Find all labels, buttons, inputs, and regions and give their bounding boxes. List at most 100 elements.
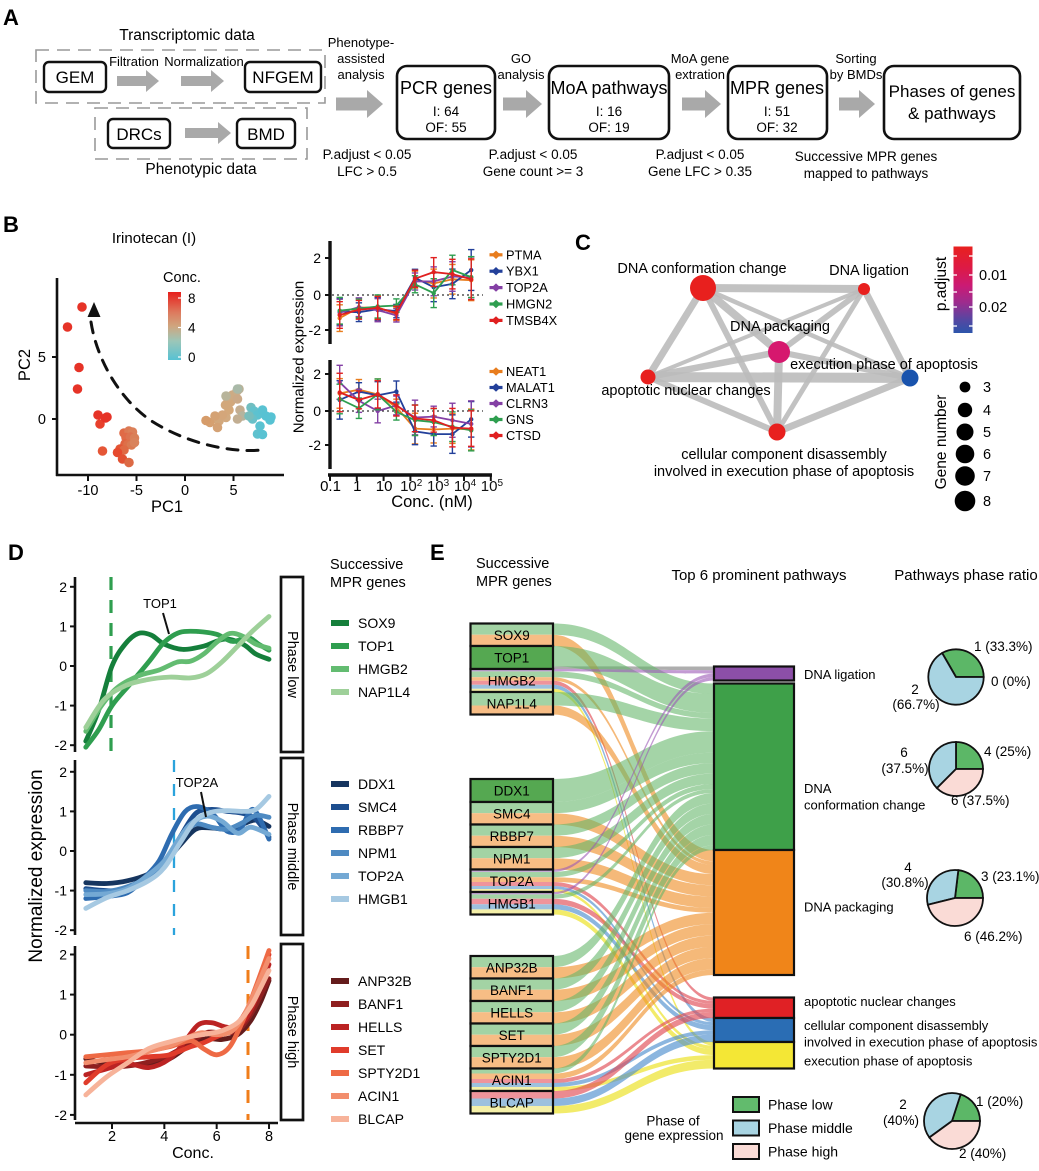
svg-text:I: 16: I: 16: [596, 104, 622, 119]
svg-text:apoptotic nuclear changes: apoptotic nuclear changes: [804, 994, 956, 1009]
svg-text:-2: -2: [55, 1107, 68, 1123]
svg-text:0: 0: [59, 658, 67, 674]
svg-text:0: 0: [38, 412, 46, 428]
svg-text:105: 105: [481, 478, 504, 495]
svg-text:A: A: [3, 5, 19, 30]
svg-text:RBBP7: RBBP7: [358, 822, 404, 838]
svg-text:-5: -5: [130, 483, 143, 499]
svg-text:Phase high: Phase high: [284, 996, 300, 1069]
svg-text:1 (20%): 1 (20%): [976, 1094, 1023, 1109]
svg-text:TMSB4X: TMSB4X: [506, 313, 558, 328]
svg-text:SET: SET: [358, 1042, 386, 1058]
svg-text:DNA conformation change: DNA conformation change: [617, 261, 786, 277]
svg-text:-1: -1: [55, 698, 68, 714]
svg-text:10: 10: [376, 478, 393, 495]
svg-text:OF: 55: OF: 55: [425, 120, 466, 135]
svg-text:HMGB2: HMGB2: [488, 674, 536, 689]
svg-text:6: 6: [900, 745, 908, 760]
svg-text:TOP2A: TOP2A: [358, 868, 404, 884]
svg-text:NFGEM: NFGEM: [252, 68, 313, 87]
svg-text:gene expression: gene expression: [624, 1128, 723, 1143]
svg-text:Successive: Successive: [476, 556, 549, 572]
svg-text:5: 5: [229, 483, 237, 499]
svg-text:extration: extration: [675, 67, 725, 82]
svg-text:cellular component disassembly: cellular component disassembly: [681, 447, 887, 463]
svg-text:Gene LFC > 0.35: Gene LFC > 0.35: [648, 164, 752, 179]
svg-text:2: 2: [313, 250, 321, 266]
svg-text:I: 51: I: 51: [764, 104, 790, 119]
svg-text:RBBP7: RBBP7: [490, 829, 534, 844]
svg-text:Normalization: Normalization: [164, 54, 243, 69]
svg-text:cellular component disassembly: cellular component disassembly: [804, 1018, 989, 1033]
svg-text:Top 6 prominent pathways: Top 6 prominent pathways: [671, 567, 846, 584]
svg-text:LFC > 0.5: LFC > 0.5: [337, 164, 397, 179]
svg-text:6: 6: [983, 447, 991, 463]
svg-text:0 (0%): 0 (0%): [991, 674, 1031, 689]
svg-text:5: 5: [38, 350, 46, 366]
svg-text:Phases of genes: Phases of genes: [889, 82, 1016, 101]
svg-text:Phenotype-: Phenotype-: [328, 35, 395, 50]
svg-text:Phase of: Phase of: [646, 1114, 700, 1129]
svg-text:(37.5%): (37.5%): [881, 761, 928, 776]
svg-text:Transcriptomic data: Transcriptomic data: [119, 27, 255, 44]
svg-text:NAP1L4: NAP1L4: [358, 684, 410, 700]
svg-text:2: 2: [911, 682, 919, 697]
svg-text:1: 1: [59, 618, 67, 634]
svg-text:1: 1: [353, 478, 361, 495]
svg-text:Sorting: Sorting: [835, 51, 876, 66]
svg-text:DDX1: DDX1: [494, 784, 530, 799]
svg-text:DNA ligation: DNA ligation: [829, 263, 909, 279]
svg-text:1 (33.3%): 1 (33.3%): [974, 639, 1033, 654]
svg-text:0: 0: [181, 483, 189, 499]
svg-text:NPM1: NPM1: [493, 851, 531, 866]
svg-text:-1: -1: [55, 883, 68, 899]
svg-text:TOP1: TOP1: [494, 651, 529, 666]
svg-text:Conc. (nM): Conc. (nM): [391, 493, 473, 511]
svg-text:Phase high: Phase high: [768, 1144, 838, 1160]
svg-text:OF: 32: OF: 32: [756, 120, 797, 135]
svg-text:BMD: BMD: [247, 125, 285, 144]
svg-text:MPR genes: MPR genes: [476, 574, 552, 590]
svg-text:SPTY2D1: SPTY2D1: [358, 1065, 420, 1081]
svg-text:Successive MPR genes: Successive MPR genes: [795, 149, 938, 164]
svg-text:Gene count >= 3: Gene count >= 3: [483, 164, 584, 179]
svg-text:3 (23.1%): 3 (23.1%): [981, 869, 1039, 884]
svg-text:0.02: 0.02: [979, 300, 1007, 316]
svg-text:TOP2A: TOP2A: [176, 775, 219, 790]
svg-text:4: 4: [188, 321, 196, 336]
svg-text:ACIN1: ACIN1: [492, 1073, 532, 1088]
svg-text:Pathways phase ratio: Pathways phase ratio: [894, 567, 1037, 584]
svg-text:TOP2A: TOP2A: [506, 280, 548, 295]
svg-text:ANP32B: ANP32B: [486, 960, 538, 975]
svg-text:Phase low: Phase low: [284, 631, 300, 698]
svg-text:D: D: [8, 540, 24, 565]
svg-text:DRCs: DRCs: [116, 125, 161, 144]
svg-text:HELLS: HELLS: [490, 1005, 533, 1020]
svg-text:Phase middle: Phase middle: [284, 803, 300, 891]
svg-text:DNA: DNA: [804, 781, 832, 796]
svg-text:0: 0: [188, 350, 196, 365]
svg-text:ACIN1: ACIN1: [358, 1088, 399, 1104]
svg-text:6: 6: [213, 1129, 221, 1145]
svg-text:8: 8: [188, 291, 196, 306]
svg-text:ANP32B: ANP32B: [358, 973, 412, 989]
svg-text:Conc.: Conc.: [172, 1145, 214, 1162]
svg-text:-2: -2: [55, 737, 68, 753]
svg-text:GNS: GNS: [506, 412, 534, 427]
svg-text:GO: GO: [511, 51, 531, 66]
svg-text:PTMA: PTMA: [506, 247, 542, 262]
svg-text:(30.8%): (30.8%): [881, 875, 928, 890]
svg-text:MPR genes: MPR genes: [730, 78, 824, 98]
svg-text:Gene number: Gene number: [933, 395, 950, 490]
svg-text:Normalized expression: Normalized expression: [26, 769, 47, 962]
svg-text:MoA gene: MoA gene: [671, 51, 730, 66]
svg-text:7: 7: [983, 469, 991, 485]
svg-text:PC1: PC1: [151, 498, 183, 516]
svg-text:NAP1L4: NAP1L4: [487, 696, 538, 711]
svg-text:(66.7%): (66.7%): [892, 697, 939, 712]
svg-text:HELLS: HELLS: [358, 1019, 402, 1035]
svg-text:I: 64: I: 64: [433, 104, 460, 119]
svg-text:DNA packaging: DNA packaging: [804, 900, 894, 915]
svg-text:TOP1: TOP1: [358, 638, 395, 654]
svg-text:(40%): (40%): [883, 1113, 919, 1128]
